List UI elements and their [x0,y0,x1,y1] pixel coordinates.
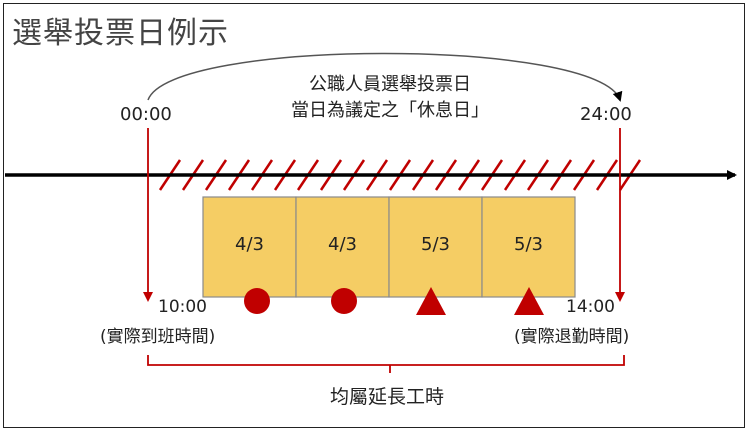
slot-rate-1: 4/3 [235,234,264,255]
slot-box-4 [481,196,576,298]
day-end-time: 24:00 [580,104,632,125]
rest-day-caption-line2: 當日為議定之「休息日」 [291,100,489,121]
slot-box-2 [295,196,390,298]
actual-start-label: (實際到班時間) [100,327,216,347]
marker-circle-2 [331,288,357,314]
slot-rate-3: 5/3 [421,234,450,255]
work-slots [202,196,576,298]
overtime-brace [147,355,625,373]
overtime-label: 均屬延長工時 [330,386,445,408]
day-arc [147,52,623,102]
day-start-time: 00:00 [120,104,172,125]
actual-end-label: (實際退勤時間) [514,327,630,347]
diagram-frame [3,3,745,428]
marker-circle-1 [244,288,270,314]
marker-triangle-1 [416,287,446,315]
page-title: 選舉投票日例示 [12,16,229,51]
rest-day-caption-line1: 公職人員選舉投票日 [309,74,471,95]
slot-rate-2: 4/3 [328,234,357,255]
slot-rate-4: 5/3 [514,234,543,255]
actual-end-time: 14:00 [566,297,615,317]
marker-triangle-2 [514,287,544,315]
slot-box-3 [388,196,483,298]
actual-start-time: 10:00 [158,297,207,317]
